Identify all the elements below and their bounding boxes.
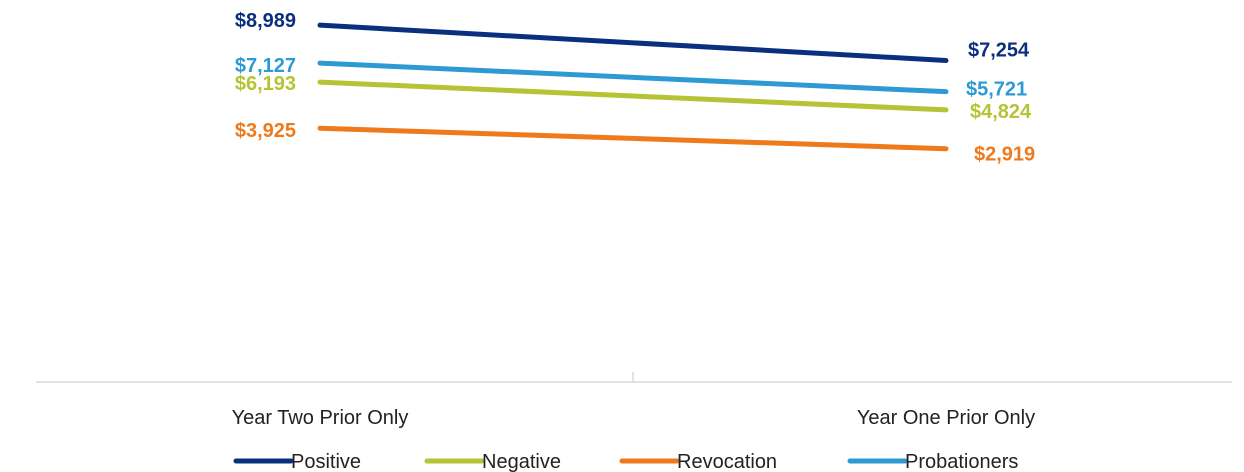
data-label-revocation-year-two: $3,925: [235, 120, 296, 142]
legend-item-revocation[interactable]: Revocation: [622, 451, 777, 472]
x-tick-label-year-two-prior-only: Year Two Prior Only: [232, 407, 409, 429]
legend-label-revocation: Revocation: [677, 451, 777, 472]
legend-label-positive: Positive: [291, 451, 361, 472]
legend-item-probationers[interactable]: Probationers: [850, 451, 1018, 472]
x-axis: Year Two Prior Only Year One Prior Only: [36, 372, 1232, 429]
data-label-negative-year-one: $4,824: [970, 101, 1032, 123]
legend-item-positive[interactable]: Positive: [236, 451, 361, 472]
data-label-probationers-year-one: $5,721: [966, 79, 1027, 101]
series-line-positive: [320, 25, 946, 60]
legend-label-probationers: Probationers: [905, 451, 1018, 472]
data-label-positive-year-two: $8,989: [235, 10, 296, 32]
legend[interactable]: Positive Negative Revocation Probationers: [236, 451, 1018, 472]
legend-item-negative[interactable]: Negative: [427, 451, 561, 472]
series-lines: [320, 25, 946, 149]
series-line-revocation: [320, 128, 946, 148]
data-label-revocation-year-one: $2,919: [974, 144, 1035, 166]
data-label-probationers-year-two: $7,127: [235, 55, 296, 77]
legend-label-negative: Negative: [482, 451, 561, 472]
x-tick-label-year-one-prior-only: Year One Prior Only: [857, 407, 1035, 429]
data-label-positive-year-one: $7,254: [968, 39, 1030, 61]
